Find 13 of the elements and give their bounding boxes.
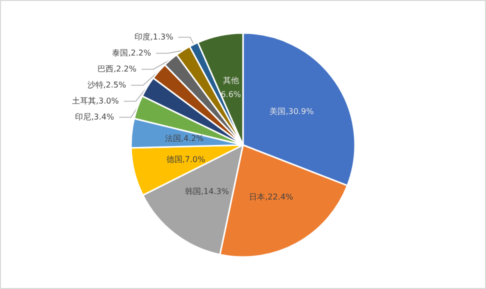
slice-label: 巴西,2.2% [98,64,137,74]
slice-label: 美国,30.9% [270,107,314,116]
slice-label: 土耳其,3.0% [72,96,120,106]
slice-label: 印尼,3.4% [75,112,114,122]
slice-label: 泰国,2.2% [112,48,152,58]
slice-label: 印度,1.3% [134,32,174,42]
slice-label: 韩国,14.3% [185,187,230,196]
slice-label: 其他 [222,76,239,85]
data-label: 6.6% [220,90,242,99]
slice-label: 沙特,2.5% [87,80,127,90]
slice-label: 德国,7.0% [166,154,206,164]
slice-label: 日本,22.4% [249,192,294,202]
slice-label: 法国,4.2% [164,134,204,144]
